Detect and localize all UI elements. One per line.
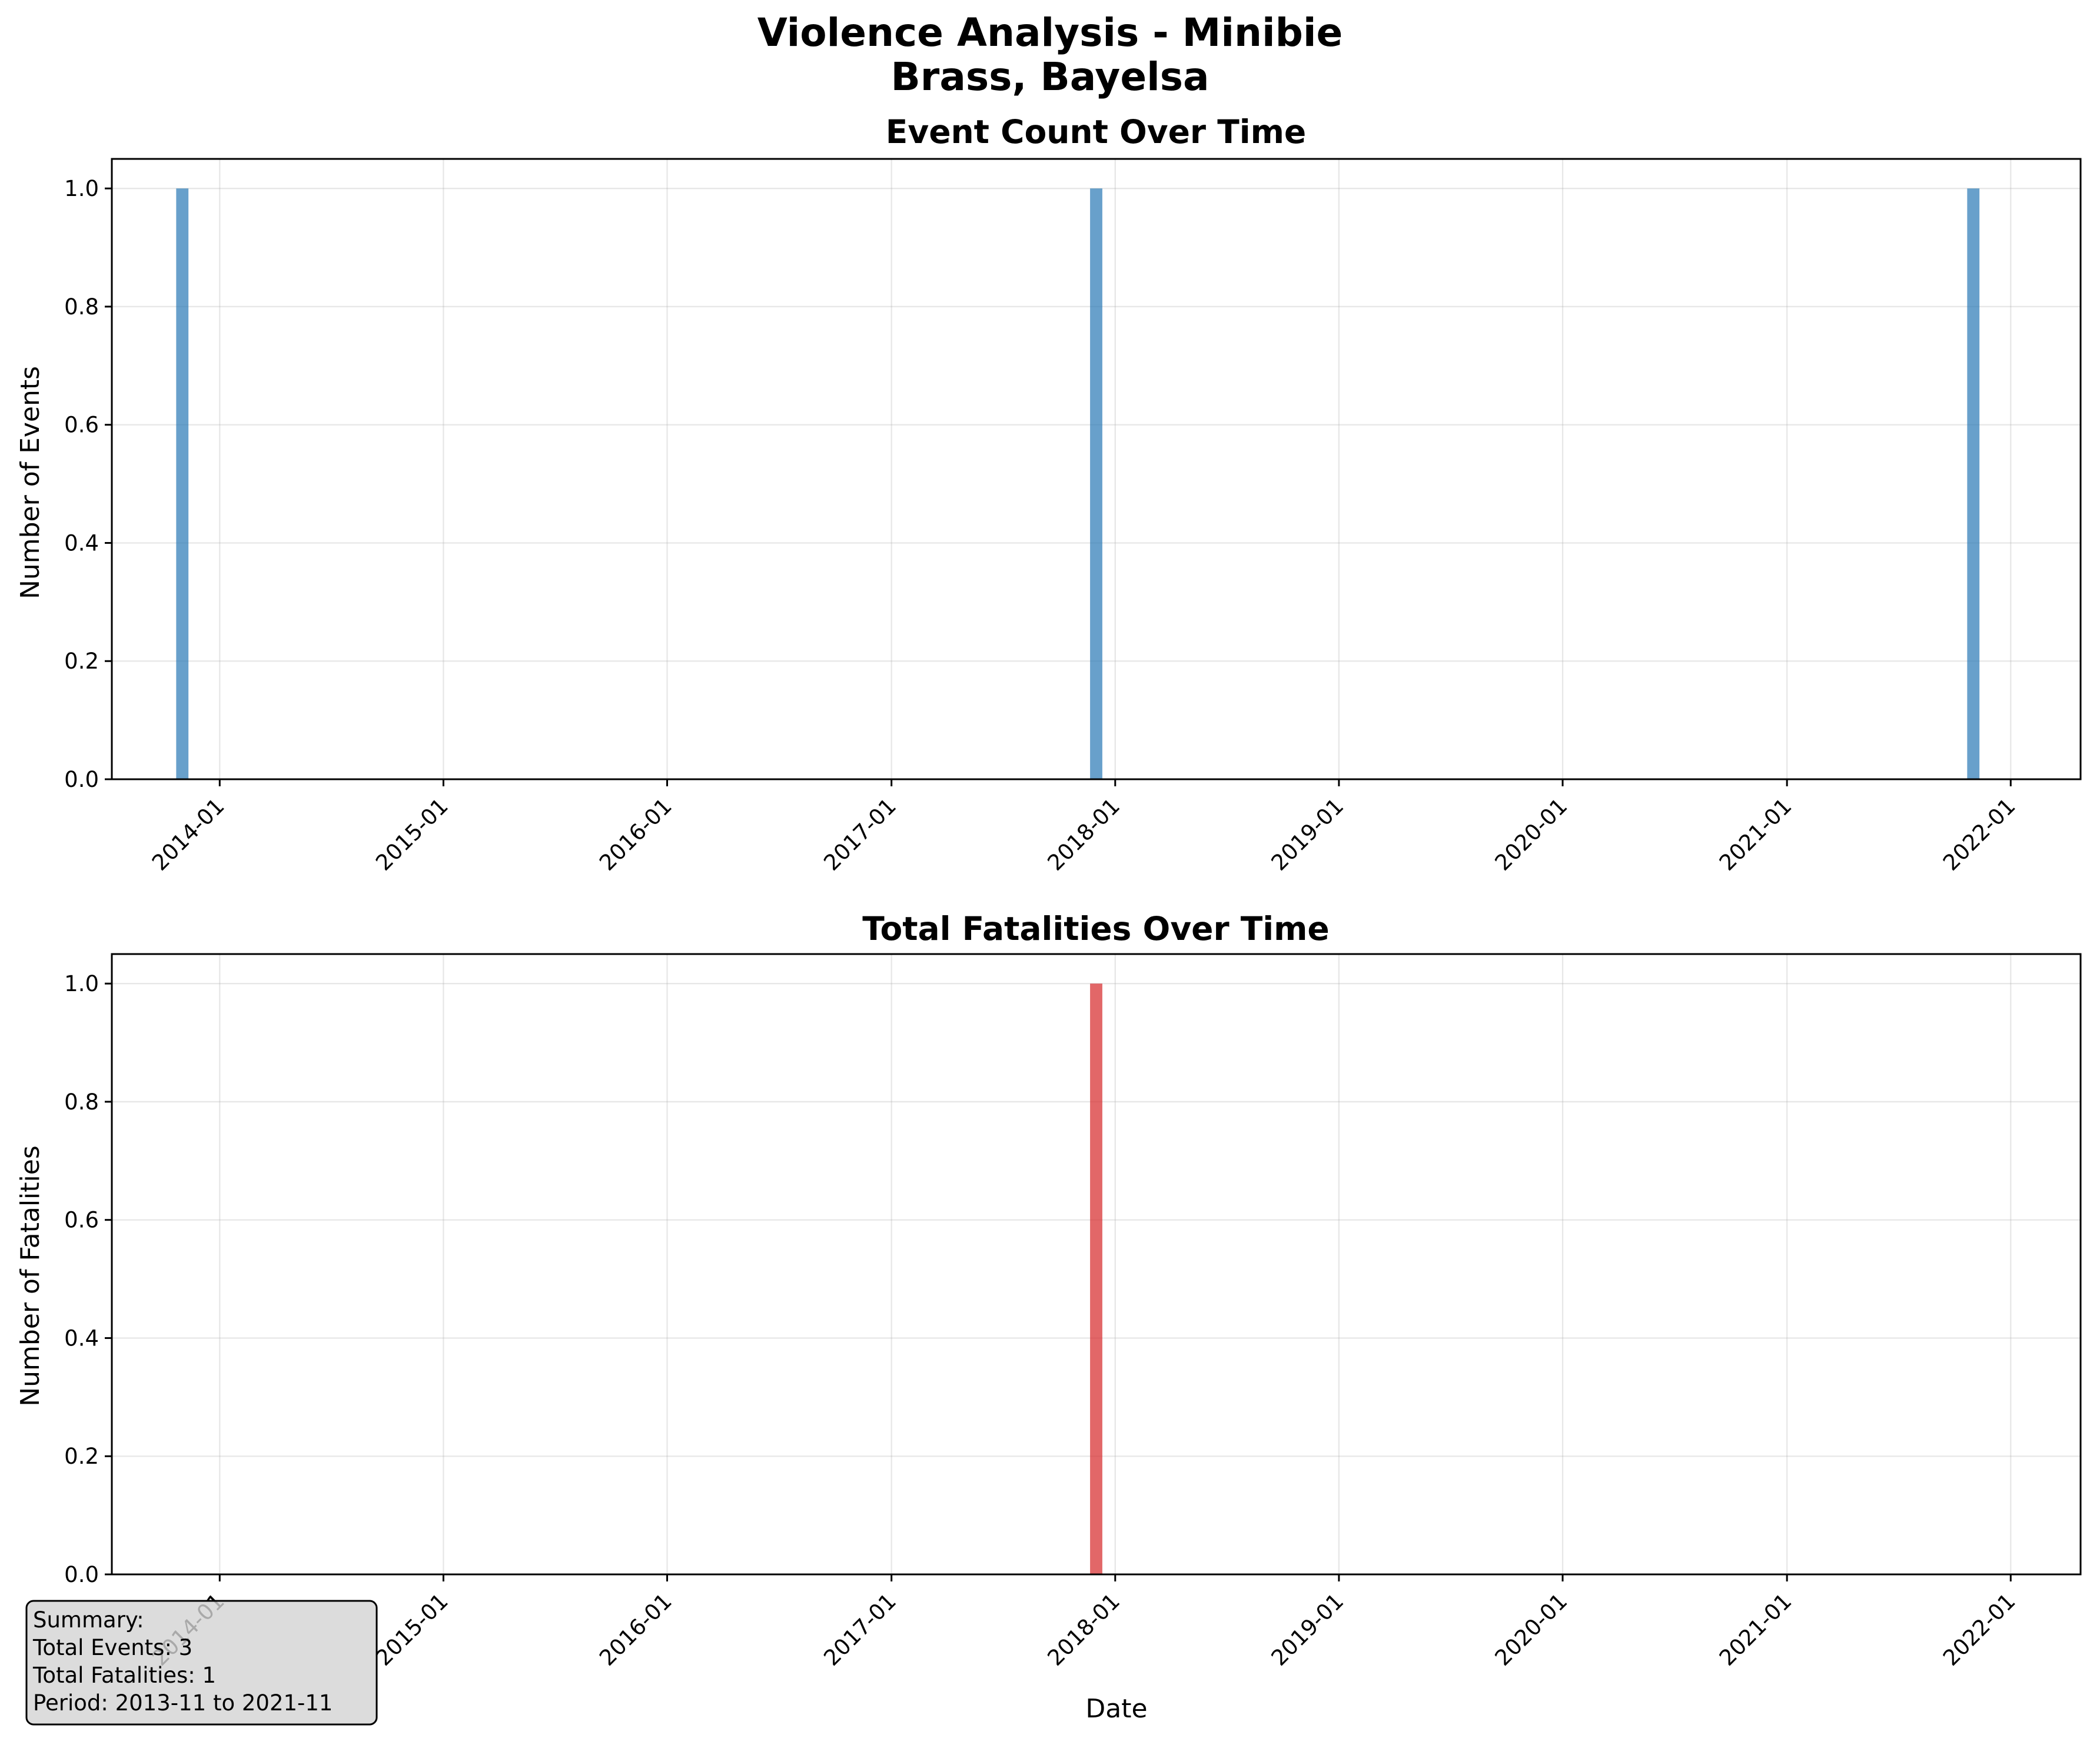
y-tick-label: 0.8	[64, 294, 99, 320]
bar	[1090, 188, 1102, 779]
y-tick-label: 0.4	[64, 1325, 99, 1351]
summary-box: Summary: Total Events: 3 Total Fatalitie…	[25, 1600, 378, 1726]
event-count-y-axis-label: Number of Events	[15, 366, 45, 599]
bar	[1090, 983, 1102, 1574]
fatalities-x-axis-label: Date	[1085, 1694, 1147, 1724]
y-tick-label: 1.0	[64, 971, 99, 996]
y-tick-label: 0.0	[64, 1562, 99, 1587]
bar	[1967, 188, 1980, 779]
fatalities-chart-title: Total Fatalities Over Time	[862, 910, 1329, 948]
y-tick-label: 0.8	[64, 1089, 99, 1115]
figure-title-line-1: Violence Analysis - Minibie	[757, 10, 1343, 55]
y-tick-label: 0.2	[64, 1444, 99, 1469]
y-tick-label: 1.0	[64, 176, 99, 201]
summary-total-fatalities: Total Fatalities: 1	[32, 1663, 216, 1688]
summary-heading: Summary:	[33, 1607, 144, 1633]
y-tick-label: 0.6	[64, 1208, 99, 1233]
fatalities-y-axis-label: Number of Fatalities	[15, 1145, 45, 1407]
summary-period: Period: 2013-11 to 2021-11	[33, 1690, 333, 1716]
summary-total-events: Total Events: 3	[32, 1635, 192, 1660]
y-tick-label: 0.6	[64, 413, 99, 438]
y-tick-label: 0.0	[64, 767, 99, 792]
y-tick-label: 0.4	[64, 530, 99, 556]
event-count-chart-title: Event Count Over Time	[886, 113, 1306, 151]
y-tick-label: 0.2	[64, 649, 99, 674]
figure-title-line-2: Brass, Bayelsa	[890, 54, 1209, 99]
plot-area-frame	[111, 158, 2082, 780]
bar	[176, 188, 189, 779]
plot-area-frame	[111, 953, 2082, 1576]
